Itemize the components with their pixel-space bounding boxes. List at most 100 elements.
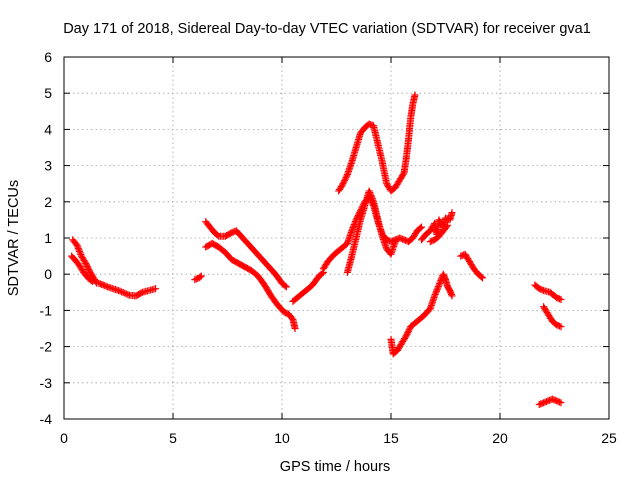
data-point (339, 180, 347, 188)
data-point (367, 192, 375, 200)
data-point (402, 332, 410, 340)
data-point (432, 289, 440, 297)
data-point (435, 281, 443, 289)
data-point (341, 175, 349, 183)
data-point (118, 288, 126, 296)
data-point (366, 188, 374, 196)
grid-lines (64, 57, 609, 419)
data-point (366, 190, 374, 198)
data-point (84, 264, 92, 272)
data-point (557, 296, 565, 304)
data-point (403, 330, 411, 338)
data-point (340, 178, 348, 186)
data-point (368, 193, 376, 201)
data-point (338, 181, 346, 189)
y-tick-label: 3 (44, 158, 52, 174)
data-point (291, 325, 299, 332)
x-tick-label: 10 (274, 430, 290, 446)
data-point (75, 246, 83, 254)
y-tick-label: 1 (44, 230, 52, 246)
data-point (434, 283, 442, 291)
data-point (197, 272, 205, 280)
y-tick-label: 6 (44, 49, 52, 65)
data-point (83, 261, 91, 269)
y-tick-label: -3 (40, 375, 53, 391)
data-point (448, 292, 456, 300)
data-point (404, 327, 412, 335)
data-point (343, 172, 351, 180)
data-point (479, 274, 487, 282)
data-point (556, 295, 564, 303)
data-point (405, 326, 413, 334)
data-point (431, 290, 439, 298)
data-point (152, 285, 160, 293)
data-point (77, 251, 85, 259)
data-point (76, 249, 84, 257)
data-point (81, 258, 89, 266)
data-point (74, 243, 82, 251)
data-point (418, 223, 426, 231)
y-tick-label: 2 (44, 194, 52, 210)
x-tick-label: 15 (383, 430, 399, 446)
data-point (369, 196, 377, 204)
y-tick-label: -1 (40, 302, 53, 318)
data-point (119, 289, 127, 297)
data-point (416, 224, 424, 232)
data-point (122, 290, 130, 298)
data-point (557, 399, 565, 407)
axis-ticks (63, 56, 610, 420)
data-point (115, 286, 122, 294)
data-point (348, 227, 356, 235)
y-tick-label: 4 (44, 121, 52, 137)
data-point (391, 238, 399, 246)
data-point (102, 282, 110, 290)
data-point (85, 267, 93, 275)
data-point (444, 221, 452, 229)
data-point (82, 259, 90, 267)
data-point (368, 195, 376, 203)
data-point (404, 329, 412, 337)
chart-title: Day 171 of 2018, Sidereal Day-to-day VTE… (63, 21, 591, 37)
data-point (365, 187, 373, 195)
data-point (137, 289, 145, 297)
y-tick-label: 5 (44, 85, 52, 101)
data-point (74, 244, 82, 252)
data-point (318, 269, 326, 277)
data-point (88, 277, 96, 285)
data-point (124, 291, 132, 299)
x-tick-labels: 0 5 10 15 20 25 (60, 430, 617, 446)
data-point (340, 177, 348, 185)
data-point (116, 287, 124, 295)
y-tick-label: -2 (40, 339, 53, 355)
y-tick-labels: -4 -3 -2 -1 0 1 2 3 4 5 6 (40, 49, 53, 427)
data-point (433, 286, 441, 294)
data-point (436, 280, 444, 288)
data-point (87, 277, 95, 285)
data-point (557, 323, 565, 331)
data-point (432, 287, 440, 295)
x-tick-label: 5 (169, 430, 177, 446)
data-point (448, 209, 456, 217)
data-point (434, 284, 442, 292)
data-point (401, 333, 409, 341)
data-point (85, 265, 93, 273)
data-point (556, 398, 564, 406)
x-tick-label: 0 (60, 430, 68, 446)
data-point (436, 278, 444, 286)
data-point (411, 91, 419, 99)
data-point (121, 289, 129, 297)
data-points (68, 91, 565, 409)
y-axis-label: SDTVAR / TECUs (6, 180, 22, 296)
y-tick-label: 0 (44, 266, 52, 282)
data-point (437, 276, 445, 284)
data-point (443, 223, 451, 231)
data-point (196, 273, 204, 281)
data-point (556, 322, 564, 330)
data-point (431, 292, 439, 300)
data-point (538, 286, 546, 294)
data-point (83, 262, 91, 270)
data-point (282, 283, 290, 291)
y-tick-label: -4 (40, 411, 53, 427)
